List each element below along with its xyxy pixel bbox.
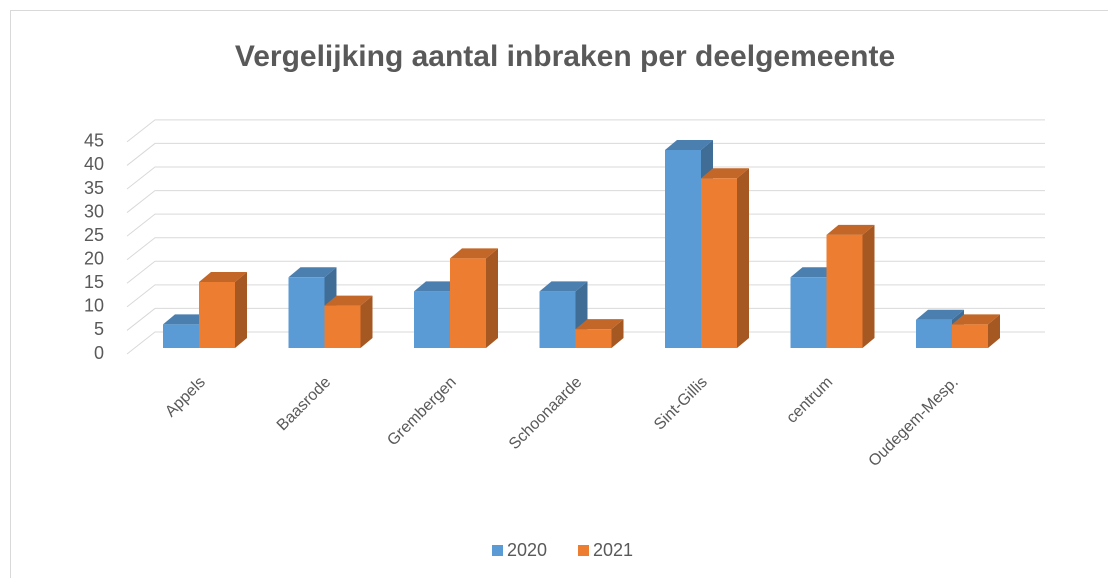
grid-line: [126, 119, 1045, 143]
bar-side: [737, 168, 749, 348]
bar-top: [665, 140, 713, 150]
bar-front: [450, 258, 486, 348]
y-tick-label: 0: [94, 343, 104, 363]
y-tick-label: 20: [84, 248, 104, 268]
y-tick-label: 5: [94, 319, 104, 339]
bar-front: [163, 324, 199, 348]
bar: [826, 224, 875, 348]
bar-side: [862, 224, 875, 348]
bar-top: [826, 224, 875, 235]
bar: [952, 314, 1000, 348]
bar: [199, 272, 247, 348]
bar-front: [324, 305, 361, 348]
bar-side: [235, 272, 247, 348]
legend-swatch: [492, 545, 503, 556]
y-tick-label: 10: [84, 296, 104, 316]
bar: [324, 295, 373, 348]
grid-line: [126, 142, 1045, 166]
bar-front: [916, 319, 952, 348]
legend-swatch: [578, 545, 589, 556]
bar: [701, 168, 749, 348]
bar-side: [486, 248, 498, 348]
bar: [450, 248, 498, 348]
bar-top: [324, 295, 373, 306]
bar-front: [539, 291, 576, 348]
bar-front: [952, 324, 988, 348]
chart-title: Vergelijking aantal inbraken per deelgem…: [235, 40, 895, 73]
y-tick-label: 45: [84, 131, 104, 151]
bar-top: [701, 168, 749, 179]
bar-front: [701, 178, 737, 348]
bar-side: [360, 295, 373, 348]
y-tick-label: 25: [84, 225, 104, 245]
bar-top: [952, 314, 1000, 325]
bar-front: [665, 150, 701, 348]
legend-label: 2020: [507, 540, 547, 560]
grid-line: [126, 166, 1045, 190]
bar-top: [288, 267, 337, 278]
y-tick-label: 30: [84, 201, 104, 221]
bar-side: [988, 314, 1000, 348]
bar-front: [826, 234, 863, 348]
bar-top: [539, 281, 588, 292]
bar-top: [575, 319, 624, 330]
bar-front: [414, 291, 450, 348]
bar-side: [611, 319, 624, 348]
y-tick-label: 35: [84, 178, 104, 198]
bar-top: [450, 248, 498, 259]
y-tick-label: 40: [84, 154, 104, 174]
bar-front: [199, 282, 235, 348]
bar-top: [916, 309, 964, 320]
legend-label: 2021: [593, 540, 633, 560]
bar-front: [575, 329, 612, 348]
bar: [575, 319, 624, 348]
bar-front: [790, 277, 827, 348]
y-tick-label: 15: [84, 272, 104, 292]
bar-front: [288, 277, 325, 348]
bar-top: [199, 272, 247, 282]
